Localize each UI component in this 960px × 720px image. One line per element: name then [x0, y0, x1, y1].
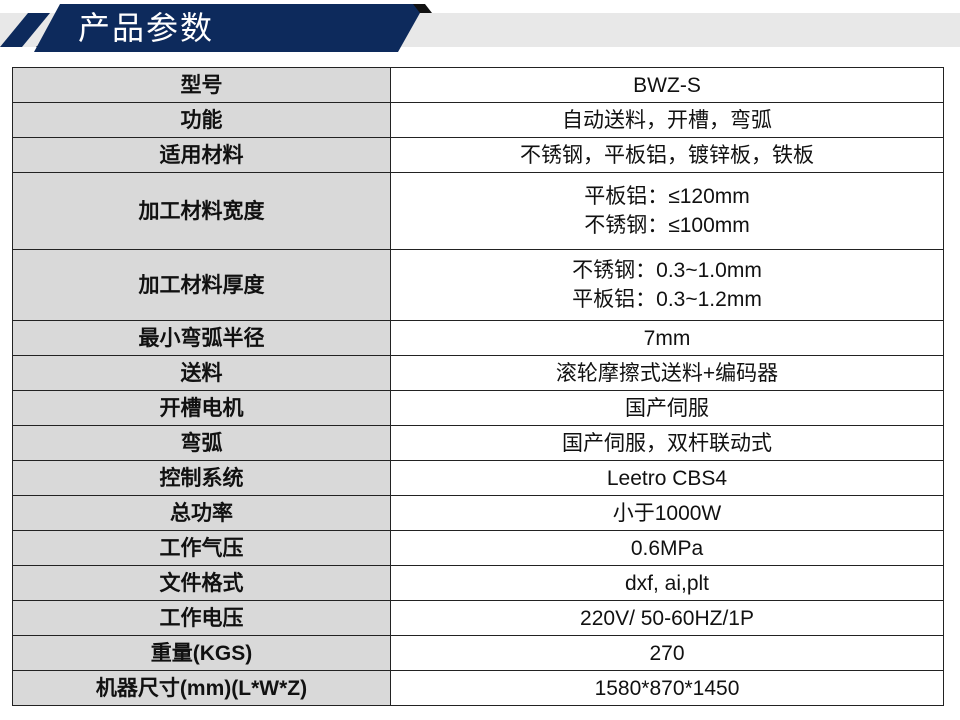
- spec-label: 工作电压: [12, 600, 391, 636]
- spec-label: 加工材料厚度: [12, 249, 391, 321]
- spec-value: 国产伺服，双杆联动式: [390, 425, 944, 461]
- table-row: 适用材料 不锈钢，平板铝，镀锌板，铁板: [12, 137, 944, 173]
- table-row: 型号 BWZ-S: [12, 67, 944, 103]
- spec-label: 功能: [12, 102, 391, 138]
- table-row: 弯弧 国产伺服，双杆联动式: [12, 425, 944, 461]
- spec-value: 自动送料，开槽，弯弧: [390, 102, 944, 138]
- spec-value-line: 不锈钢：≤100mm: [584, 214, 750, 237]
- spec-label: 文件格式: [12, 565, 391, 601]
- table-row: 机器尺寸(mm)(L*W*Z) 1580*870*1450: [12, 670, 944, 706]
- spec-label: 适用材料: [12, 137, 391, 173]
- spec-label: 总功率: [12, 495, 391, 531]
- spec-table: 型号 BWZ-S 功能 自动送料，开槽，弯弧 适用材料 不锈钢，平板铝，镀锌板，铁板 加工材…: [12, 67, 944, 706]
- spec-value-line: 不锈钢：0.3~1.0mm: [572, 259, 762, 282]
- spec-value: 0.6MPa: [390, 530, 944, 566]
- spec-value: 小于1000W: [390, 495, 944, 531]
- spec-value: 7mm: [390, 320, 944, 356]
- spec-label: 控制系统: [12, 460, 391, 496]
- table-row: 工作气压 0.6MPa: [12, 530, 944, 566]
- table-row: 加工材料厚度 不锈钢：0.3~1.0mm 平板铝：0.3~1.2mm: [12, 249, 944, 321]
- spec-label: 型号: [12, 67, 391, 103]
- spec-label: 加工材料宽度: [12, 172, 391, 250]
- spec-value: Leetro CBS4: [390, 460, 944, 496]
- spec-label: 重量(KGS): [12, 635, 391, 671]
- spec-label: 开槽电机: [12, 390, 391, 426]
- spec-value: dxf, ai,plt: [390, 565, 944, 601]
- spec-value: BWZ-S: [390, 67, 944, 103]
- spec-label: 弯弧: [12, 425, 391, 461]
- spec-label: 最小弯弧半径: [12, 320, 391, 356]
- header-banner: [0, 4, 432, 52]
- table-row: 开槽电机 国产伺服: [12, 390, 944, 426]
- spec-value: 滚轮摩擦式送料+编码器: [390, 355, 944, 391]
- table-row: 重量(KGS) 270: [12, 635, 944, 671]
- table-row: 最小弯弧半径 7mm: [12, 320, 944, 356]
- spec-value: 1580*870*1450: [390, 670, 944, 706]
- table-row: 送料 滚轮摩擦式送料+编码器: [12, 355, 944, 391]
- table-row: 工作电压 220V/ 50-60HZ/1P: [12, 600, 944, 636]
- spec-value: 270: [390, 635, 944, 671]
- page-title: 产品参数: [78, 10, 215, 46]
- table-row: 控制系统 Leetro CBS4: [12, 460, 944, 496]
- spec-label: 机器尺寸(mm)(L*W*Z): [12, 670, 391, 706]
- spec-value-line: 平板铝：0.3~1.2mm: [572, 288, 762, 311]
- spec-label: 工作气压: [12, 530, 391, 566]
- table-row: 加工材料宽度 平板铝：≤120mm 不锈钢：≤100mm: [12, 172, 944, 250]
- table-row: 功能 自动送料，开槽，弯弧: [12, 102, 944, 138]
- table-row: 文件格式 dxf, ai,plt: [12, 565, 944, 601]
- spec-value: 不锈钢：0.3~1.0mm 平板铝：0.3~1.2mm: [390, 249, 944, 321]
- spec-value: 平板铝：≤120mm 不锈钢：≤100mm: [390, 172, 944, 250]
- spec-value: 国产伺服: [390, 390, 944, 426]
- spec-value: 不锈钢，平板铝，镀锌板，铁板: [390, 137, 944, 173]
- spec-value: 220V/ 50-60HZ/1P: [390, 600, 944, 636]
- spec-value-line: 平板铝：≤120mm: [584, 185, 750, 208]
- table-row: 总功率 小于1000W: [12, 495, 944, 531]
- spec-label: 送料: [12, 355, 391, 391]
